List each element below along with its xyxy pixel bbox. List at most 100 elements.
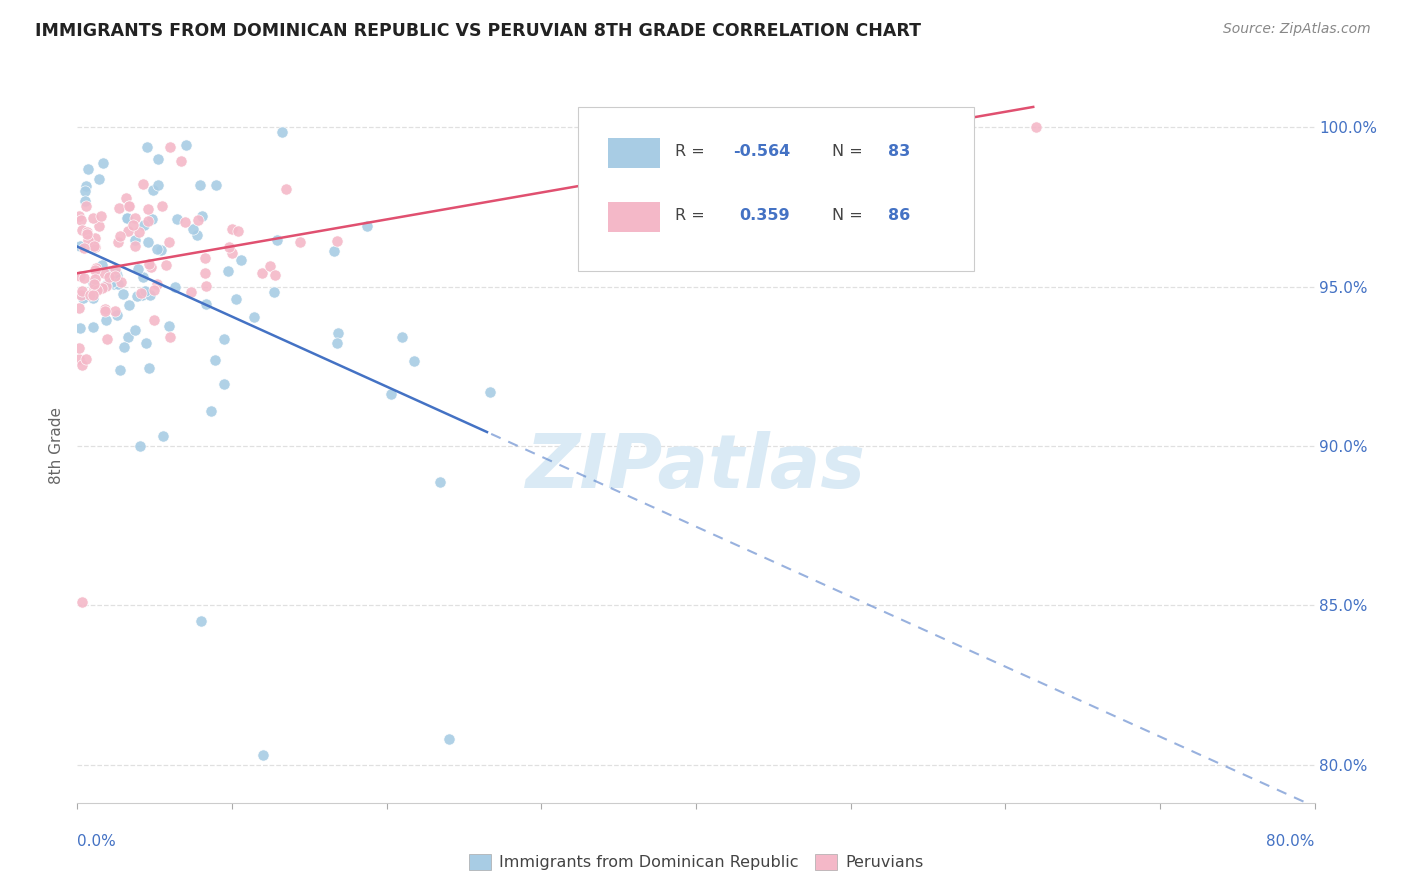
Point	[194, 266, 217, 280]
Point	[145, 277, 167, 291]
Point	[221, 222, 243, 236]
Point	[73, 270, 96, 285]
Point	[250, 266, 273, 280]
Point	[104, 268, 127, 283]
Point	[159, 330, 181, 344]
Point	[231, 252, 253, 267]
FancyBboxPatch shape	[609, 137, 659, 168]
Point	[259, 259, 281, 273]
Point	[83, 282, 105, 296]
Text: N =: N =	[832, 208, 863, 223]
Point	[84, 231, 107, 245]
Point	[96, 332, 118, 346]
Point	[180, 285, 202, 299]
Point	[163, 280, 186, 294]
Point	[89, 219, 111, 234]
Point	[200, 404, 222, 418]
Point	[94, 304, 117, 318]
Point	[90, 281, 112, 295]
Point	[70, 595, 93, 609]
Point	[204, 353, 226, 368]
Point	[117, 211, 139, 226]
Point	[139, 260, 162, 274]
Point	[100, 264, 122, 278]
FancyBboxPatch shape	[578, 107, 974, 271]
Point	[380, 387, 402, 401]
Point	[187, 213, 209, 227]
Point	[134, 284, 156, 298]
Point	[82, 211, 104, 226]
Point	[131, 270, 153, 285]
Point	[69, 238, 91, 252]
Point	[124, 211, 146, 226]
Point	[242, 310, 264, 325]
Point	[84, 260, 107, 275]
Point	[157, 235, 180, 249]
Point	[76, 227, 98, 242]
Point	[181, 222, 204, 236]
Point	[117, 330, 139, 344]
Point	[82, 288, 104, 302]
Point	[391, 330, 413, 344]
Y-axis label: 8th Grade: 8th Grade	[49, 408, 65, 484]
Point	[174, 215, 197, 229]
Point	[479, 384, 502, 399]
FancyBboxPatch shape	[609, 202, 659, 232]
Point	[404, 354, 426, 368]
Point	[135, 139, 157, 153]
Point	[108, 228, 131, 243]
Point	[429, 475, 451, 489]
Point	[195, 297, 218, 311]
Point	[127, 262, 149, 277]
Point	[110, 275, 132, 289]
Point	[105, 308, 128, 322]
Point	[118, 298, 141, 312]
Point	[266, 233, 288, 247]
Point	[94, 312, 117, 326]
Point	[111, 287, 134, 301]
Point	[67, 352, 90, 367]
Text: Source: ZipAtlas.com: Source: ZipAtlas.com	[1223, 22, 1371, 37]
Text: 0.359: 0.359	[740, 208, 790, 223]
Point	[72, 291, 94, 305]
Point	[86, 283, 108, 297]
Text: 83: 83	[887, 144, 910, 159]
Point	[194, 279, 217, 293]
Point	[118, 199, 141, 213]
Point	[166, 211, 188, 226]
Point	[356, 219, 378, 234]
Point	[136, 235, 159, 249]
Point	[1025, 120, 1047, 135]
Point	[103, 277, 125, 292]
Point	[115, 211, 138, 225]
Point	[101, 276, 124, 290]
Point	[170, 153, 193, 168]
Text: -0.564: -0.564	[733, 144, 790, 159]
Point	[83, 240, 105, 254]
Point	[105, 268, 128, 283]
Point	[114, 339, 136, 353]
Point	[124, 323, 146, 337]
Point	[83, 272, 105, 286]
Point	[104, 262, 127, 277]
Point	[326, 234, 349, 248]
Point	[131, 287, 153, 301]
Point	[135, 335, 157, 350]
Point	[94, 301, 117, 316]
Text: 0.0%: 0.0%	[77, 834, 117, 849]
Point	[107, 235, 129, 249]
Point	[322, 244, 344, 258]
Point	[91, 156, 114, 170]
Point	[83, 239, 105, 253]
Point	[326, 326, 349, 340]
Point	[104, 303, 127, 318]
Point	[118, 199, 141, 213]
Point	[73, 241, 96, 255]
Point	[326, 335, 349, 350]
Point	[83, 262, 105, 277]
Point	[82, 291, 104, 305]
Point	[70, 223, 93, 237]
Point	[263, 285, 285, 299]
Point	[76, 226, 98, 240]
Point	[87, 171, 110, 186]
